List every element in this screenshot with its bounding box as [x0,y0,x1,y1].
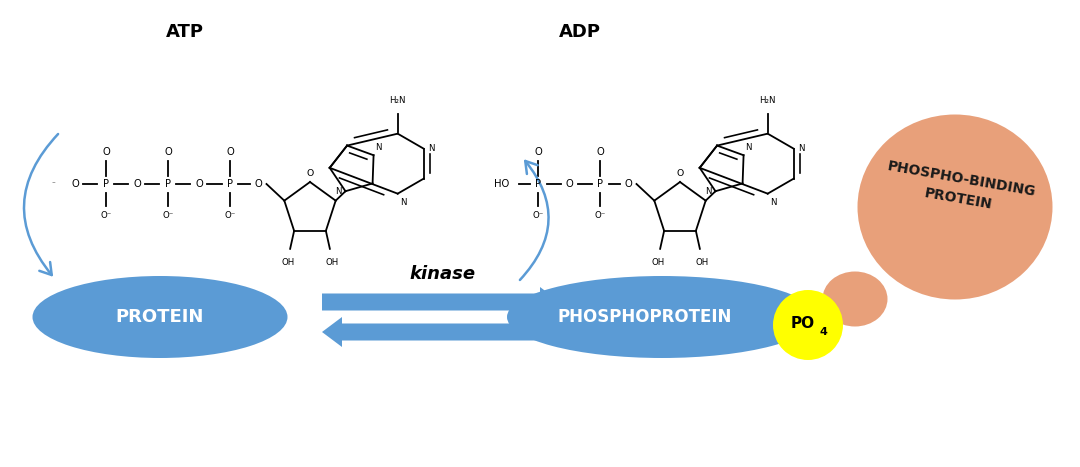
Text: O: O [195,179,203,189]
Text: N: N [705,187,712,196]
Text: O⁻: O⁻ [162,211,174,220]
Text: O⁻: O⁻ [594,211,606,220]
Text: OH: OH [651,258,665,267]
Text: 4: 4 [819,327,827,337]
FancyArrowPatch shape [24,134,58,275]
Text: H₂N: H₂N [390,96,406,105]
Text: H₂N: H₂N [759,96,775,105]
Text: P: P [165,179,171,189]
Ellipse shape [507,276,816,358]
Text: N: N [335,187,341,196]
Text: O: O [676,169,684,178]
Text: O⁻: O⁻ [225,211,235,220]
Text: P: P [103,179,109,189]
Text: N: N [376,143,382,152]
Text: N: N [428,144,434,153]
Text: kinase: kinase [409,265,475,283]
Text: O⁻: O⁻ [532,211,543,220]
Text: OH: OH [282,258,295,267]
Text: O: O [71,179,79,189]
Text: ADP: ADP [559,23,600,41]
Text: ATP: ATP [166,23,204,41]
Text: O: O [133,179,140,189]
Text: PO: PO [791,316,815,331]
Circle shape [773,290,843,360]
Text: P: P [597,179,603,189]
Text: O: O [164,147,172,157]
Ellipse shape [823,271,888,326]
Text: O: O [565,179,572,189]
Text: O: O [624,179,632,189]
Text: OH: OH [696,258,708,267]
Text: PHOSPHOPROTEIN: PHOSPHOPROTEIN [557,308,732,326]
FancyArrow shape [322,287,561,317]
FancyArrow shape [322,317,561,347]
Text: N: N [770,198,777,207]
Text: N: N [745,143,752,152]
Text: N: N [400,198,406,207]
Text: PROTEIN: PROTEIN [116,308,204,326]
Text: O: O [596,147,604,157]
Text: PHOSPHO-BINDING
PROTEIN: PHOSPHO-BINDING PROTEIN [883,159,1037,219]
Text: O: O [226,147,234,157]
Ellipse shape [32,276,287,358]
Text: ⁻: ⁻ [51,181,55,187]
Text: O: O [103,147,110,157]
Text: OH: OH [325,258,338,267]
Text: O: O [254,179,261,189]
Text: P: P [227,179,233,189]
Text: N: N [798,144,805,153]
Text: O: O [535,147,542,157]
Text: HO: HO [495,179,510,189]
Text: P: P [535,179,541,189]
Text: O: O [307,169,313,178]
Text: O⁻: O⁻ [100,211,111,220]
FancyArrowPatch shape [519,161,549,280]
Ellipse shape [858,114,1053,299]
